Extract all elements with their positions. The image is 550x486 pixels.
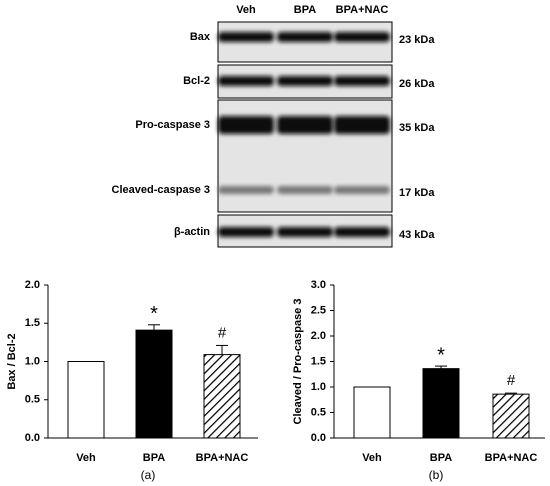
y-tick-label: 2.5 — [311, 304, 326, 316]
x-tick-label: Veh — [362, 452, 382, 464]
blot-band — [218, 227, 274, 237]
significance-mark: * — [150, 303, 158, 325]
bar — [203, 354, 241, 439]
band-size: 35 kDa — [399, 122, 435, 134]
blot-band — [218, 116, 274, 134]
blot-band — [218, 32, 274, 42]
band-label: Bax — [190, 31, 211, 43]
lane-label: BPA+NAC — [336, 4, 389, 16]
y-axis-label: Bax / Bcl-2 — [6, 333, 18, 389]
y-tick-label: 1.0 — [311, 381, 326, 393]
bar — [353, 386, 391, 439]
bar — [67, 361, 105, 439]
band-label: Pro-caspase 3 — [135, 119, 210, 131]
blot-band — [334, 76, 390, 86]
bar — [422, 368, 460, 439]
blot-band — [277, 76, 333, 86]
caption: (a) — [141, 468, 156, 482]
band-size: 17 kDa — [399, 187, 435, 199]
y-tick-label: 1.0 — [25, 355, 40, 367]
band-size: 43 kDa — [399, 229, 435, 241]
lane-label: Veh — [236, 4, 256, 16]
blot-band — [334, 186, 390, 194]
y-tick-label: 2.0 — [311, 330, 326, 342]
x-tick-label: BPA — [430, 452, 452, 464]
y-axis-label: Cleaved / Pro-caspase 3 — [292, 299, 304, 425]
blot-band — [277, 186, 333, 194]
y-tick-label: 0.5 — [311, 406, 326, 418]
y-tick-label: 0.0 — [25, 432, 40, 444]
caption: (b) — [429, 468, 444, 482]
significance-mark: # — [507, 372, 516, 389]
blot-band — [218, 76, 274, 86]
lane-label: BPA — [294, 4, 316, 16]
x-tick-label: BPA+NAC — [485, 452, 538, 464]
y-tick-label: 0.0 — [311, 432, 326, 444]
y-tick-label: 1.5 — [311, 355, 326, 367]
y-tick-label: 2.0 — [25, 279, 40, 291]
x-tick-label: BPA+NAC — [196, 452, 249, 464]
y-tick-label: 1.5 — [25, 317, 40, 329]
band-size: 23 kDa — [399, 34, 435, 46]
blot-band — [218, 186, 274, 194]
band-label: Bcl-2 — [183, 75, 210, 87]
bar — [135, 329, 173, 439]
band-size: 26 kDa — [399, 78, 435, 90]
significance-mark: * — [437, 344, 445, 366]
blot-band — [277, 32, 333, 42]
x-tick-label: Veh — [76, 452, 96, 464]
bar — [492, 393, 530, 439]
x-tick-label: BPA — [143, 452, 165, 464]
band-label: Cleaved-caspase 3 — [112, 184, 210, 196]
blot-band — [277, 227, 333, 237]
blot-band — [334, 116, 390, 134]
band-label: β-actin — [174, 226, 210, 238]
blot-band — [277, 116, 333, 134]
y-tick-label: 0.5 — [25, 394, 40, 406]
y-tick-label: 3.0 — [311, 279, 326, 291]
significance-mark: # — [218, 324, 227, 341]
blot-band — [334, 32, 390, 42]
blot-band — [334, 227, 390, 237]
